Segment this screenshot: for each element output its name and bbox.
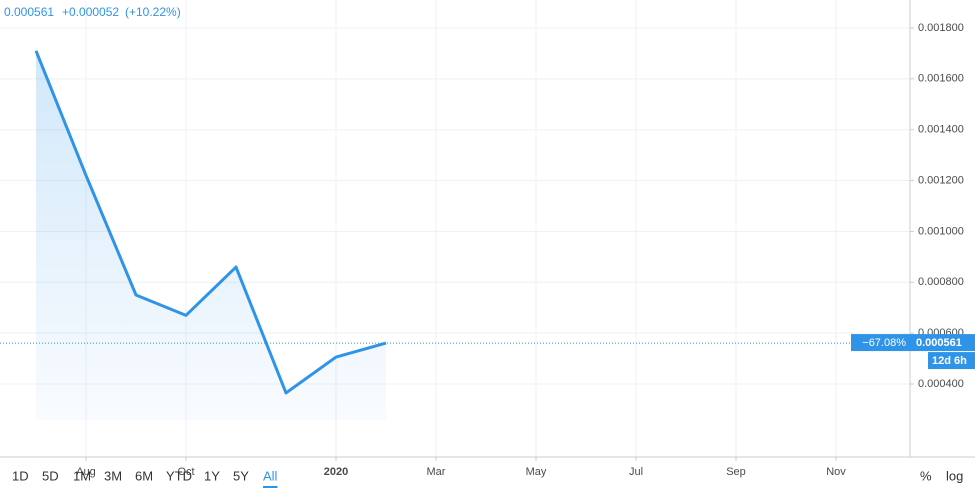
x-tick-label: Oct: [177, 466, 194, 478]
countdown-tag: [928, 352, 975, 370]
legend-price: 0.000561: [4, 5, 54, 19]
y-tick-label: 0.001200: [918, 174, 964, 186]
x-tick-label: Jul: [629, 466, 643, 478]
range-button[interactable]: 1Y: [204, 468, 220, 483]
x-tick-label: Sep: [726, 466, 746, 478]
price-tag: [910, 334, 975, 352]
grid: [0, 0, 910, 457]
range-button[interactable]: 1M: [73, 468, 91, 483]
range-button[interactable]: 3M: [104, 468, 122, 483]
legend-change: +0.000052: [62, 5, 119, 19]
scale-button[interactable]: %: [920, 468, 932, 483]
change-tag-label: −67.08%: [862, 337, 906, 349]
y-tick-label: 0.000400: [918, 378, 964, 390]
scale-button[interactable]: log: [946, 468, 963, 483]
x-tick-label: Mar: [427, 466, 446, 478]
x-tick-label: Aug: [76, 466, 96, 478]
range-button[interactable]: 5D: [42, 468, 59, 483]
line: [34, 50, 387, 395]
x-tick-label: May: [526, 466, 547, 478]
range-button[interactable]: 5Y: [233, 468, 249, 483]
y-tick-label: 0.001000: [918, 225, 964, 237]
y-tick-label: 0.001400: [918, 124, 964, 136]
range-button[interactable]: 1D: [12, 468, 29, 483]
range-button[interactable]: YTD: [166, 468, 192, 483]
range-button[interactable]: 6M: [135, 468, 153, 483]
range-button[interactable]: All: [263, 468, 278, 483]
countdown-label: 12d 6h: [932, 355, 967, 367]
plot: [0, 50, 910, 420]
y-tick-label: 0.001600: [918, 73, 964, 85]
x-tick-label: 2020: [324, 466, 348, 478]
labels: 0.0004000.0006000.0008000.0010000.001200…: [76, 22, 975, 478]
x-tick-label: Nov: [826, 466, 846, 478]
y-tick-label: 0.001800: [918, 22, 964, 34]
change-tag: [851, 334, 910, 352]
legend-change-pct: (+10.22%): [125, 5, 181, 19]
area: [36, 50, 386, 420]
price-tag-label: 0.000561: [916, 337, 962, 349]
y-tick-label: 0.000800: [918, 276, 964, 288]
